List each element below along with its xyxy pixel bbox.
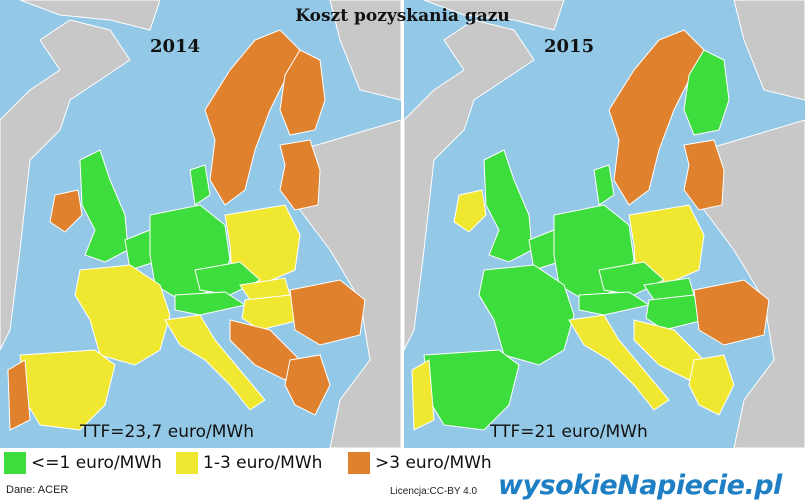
land-no-data <box>19 0 161 31</box>
land-no-data <box>733 0 805 101</box>
map-year-label: 2015 <box>544 36 595 57</box>
legend-label: <=1 euro/MWh <box>31 453 162 473</box>
land-no-data <box>0 19 131 351</box>
country-finland <box>683 49 730 136</box>
map-year-label: 2014 <box>150 36 201 57</box>
country-britain <box>483 149 533 263</box>
map-2015 <box>404 0 805 448</box>
country-austria <box>578 291 651 316</box>
country-baltics <box>683 139 725 211</box>
country-portugal <box>411 359 435 431</box>
country-greece <box>688 354 735 416</box>
land-no-data <box>299 119 401 448</box>
country-finland <box>279 49 326 136</box>
country-iberia <box>19 349 116 431</box>
legend-swatch <box>176 452 198 474</box>
country-denmark <box>593 164 615 206</box>
country-iberia <box>423 349 520 431</box>
country-scandinavia <box>608 29 705 206</box>
legend-swatch <box>348 452 370 474</box>
land-no-data <box>423 0 565 31</box>
country-italy <box>164 314 266 411</box>
country-romania <box>289 279 366 346</box>
country-france <box>478 264 575 366</box>
country-france <box>74 264 171 366</box>
land-no-data <box>404 19 535 351</box>
country-denmark <box>189 164 211 206</box>
map-panel-2015: 2015 TTF=21 euro/MWh <box>404 0 805 448</box>
map-panel-2014: 2014 TTF=23,7 euro/MWh <box>0 0 401 448</box>
country-ireland <box>49 189 83 233</box>
license-text: Licencja:CC-BY 4.0 <box>390 486 478 497</box>
country-ireland <box>453 189 487 233</box>
ttf-price-label: TTF=23,7 euro/MWh <box>80 422 254 442</box>
country-scandinavia <box>204 29 301 206</box>
ttf-price-label: TTF=21 euro/MWh <box>490 422 648 442</box>
panel-divider <box>401 0 404 448</box>
country-portugal <box>7 359 31 431</box>
legend-label: 1-3 euro/MWh <box>203 453 323 473</box>
legend-item-low: <=1 euro/MWh <box>4 452 162 474</box>
legend-label: >3 euro/MWh <box>375 453 492 473</box>
country-balkans-w <box>229 319 301 381</box>
land-no-data <box>329 0 401 101</box>
map-2014 <box>0 0 401 448</box>
page-title: Koszt pozyskania gazu <box>295 6 510 26</box>
data-source: Dane: ACER <box>6 484 69 496</box>
site-logo[interactable]: wysokieNapiecie.pl <box>498 470 782 501</box>
legend-swatch <box>4 452 26 474</box>
country-balkans-w <box>633 319 705 381</box>
country-austria <box>174 291 247 316</box>
country-hungary <box>241 294 301 331</box>
country-hungary <box>645 294 705 331</box>
country-greece <box>284 354 331 416</box>
country-britain <box>79 149 129 263</box>
country-italy <box>568 314 670 411</box>
legend-item-high: >3 euro/MWh <box>348 452 492 474</box>
country-baltics <box>279 139 321 211</box>
legend-item-mid: 1-3 euro/MWh <box>176 452 322 474</box>
country-romania <box>693 279 770 346</box>
land-no-data <box>703 119 805 448</box>
